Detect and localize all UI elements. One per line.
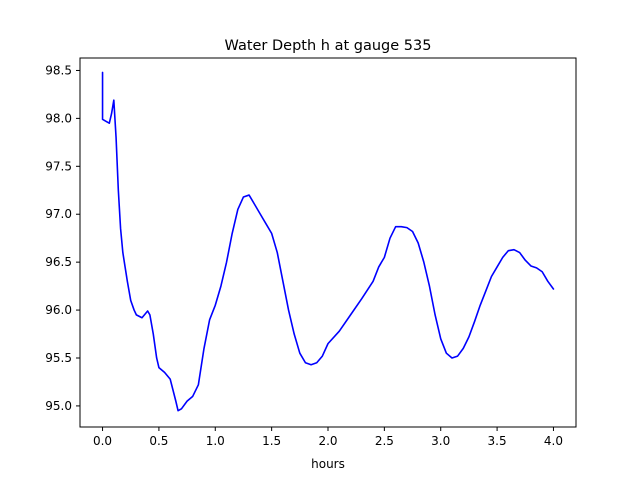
plot-area xyxy=(101,71,555,412)
x-tick-label: 0.5 xyxy=(149,434,168,448)
y-tick-label: 95.5 xyxy=(45,351,72,365)
x-axis: 0.0 0.5 1.0 1.5 2.0 2.5 3.0 3.5 4.0 xyxy=(93,427,563,448)
y-tick-label: 95.0 xyxy=(45,399,72,413)
axes-frame xyxy=(79,57,577,428)
x-tick-label: 0.0 xyxy=(93,434,112,448)
x-tick-label: 1.0 xyxy=(206,434,225,448)
y-tick-label: 97.0 xyxy=(45,207,72,221)
chart-title: Water Depth h at gauge 535 xyxy=(225,38,432,54)
x-tick-label: 3.0 xyxy=(431,434,450,448)
y-tick-label: 96.0 xyxy=(45,303,72,317)
x-tick-label: 1.5 xyxy=(262,434,281,448)
x-tick-label: 2.5 xyxy=(375,434,394,448)
y-tick-label: 98.0 xyxy=(45,111,72,125)
x-tick-label: 4.0 xyxy=(544,434,563,448)
x-tick-label: 3.5 xyxy=(488,434,507,448)
y-tick-label: 98.5 xyxy=(45,63,72,77)
water-depth-series-line xyxy=(101,71,555,412)
y-axis: 95.0 95.5 96.0 96.5 97.0 97.5 98.0 98.5 xyxy=(45,63,80,413)
x-tick-label: 2.0 xyxy=(318,434,337,448)
y-tick-label: 97.5 xyxy=(45,159,72,173)
x-axis-label: hours xyxy=(311,457,345,471)
y-tick-label: 96.5 xyxy=(45,255,72,269)
